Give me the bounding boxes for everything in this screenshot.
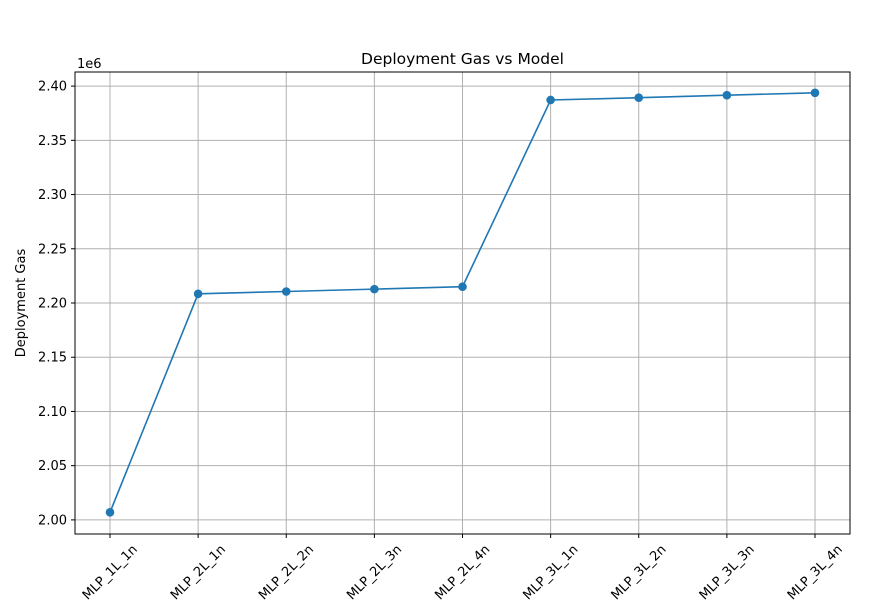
y-tick-label: 2.00 bbox=[38, 513, 67, 528]
chart-title: Deployment Gas vs Model bbox=[361, 50, 564, 68]
y-tick-label: 2.10 bbox=[38, 405, 67, 420]
y-tick-label: 2.25 bbox=[38, 242, 67, 257]
axis-ticks bbox=[71, 85, 816, 538]
y-tick-labels: 2.00 2.05 2.10 2.15 2.20 2.25 2.30 2.35 2.40 bbox=[38, 80, 67, 529]
y-axis-offset-label: 1e6 bbox=[77, 57, 102, 72]
y-tick-label: 2.15 bbox=[38, 351, 67, 366]
y-tick-label: 2.40 bbox=[38, 80, 67, 95]
y-axis-label: Deployment Gas bbox=[14, 249, 29, 358]
data-point bbox=[105, 508, 115, 517]
data-point bbox=[193, 289, 203, 299]
data-point bbox=[722, 90, 732, 100]
data-point bbox=[370, 284, 379, 294]
data-point bbox=[634, 93, 644, 103]
y-tick-label: 2.05 bbox=[38, 459, 67, 474]
data-point bbox=[281, 287, 291, 296]
y-tick-label: 2.35 bbox=[38, 134, 67, 149]
series-points bbox=[105, 88, 820, 517]
grid-lines bbox=[75, 72, 850, 534]
data-point bbox=[810, 88, 820, 98]
y-tick-label: 2.30 bbox=[38, 188, 67, 203]
data-point bbox=[458, 282, 467, 292]
data-point bbox=[546, 95, 555, 105]
y-tick-label: 2.20 bbox=[38, 297, 67, 312]
